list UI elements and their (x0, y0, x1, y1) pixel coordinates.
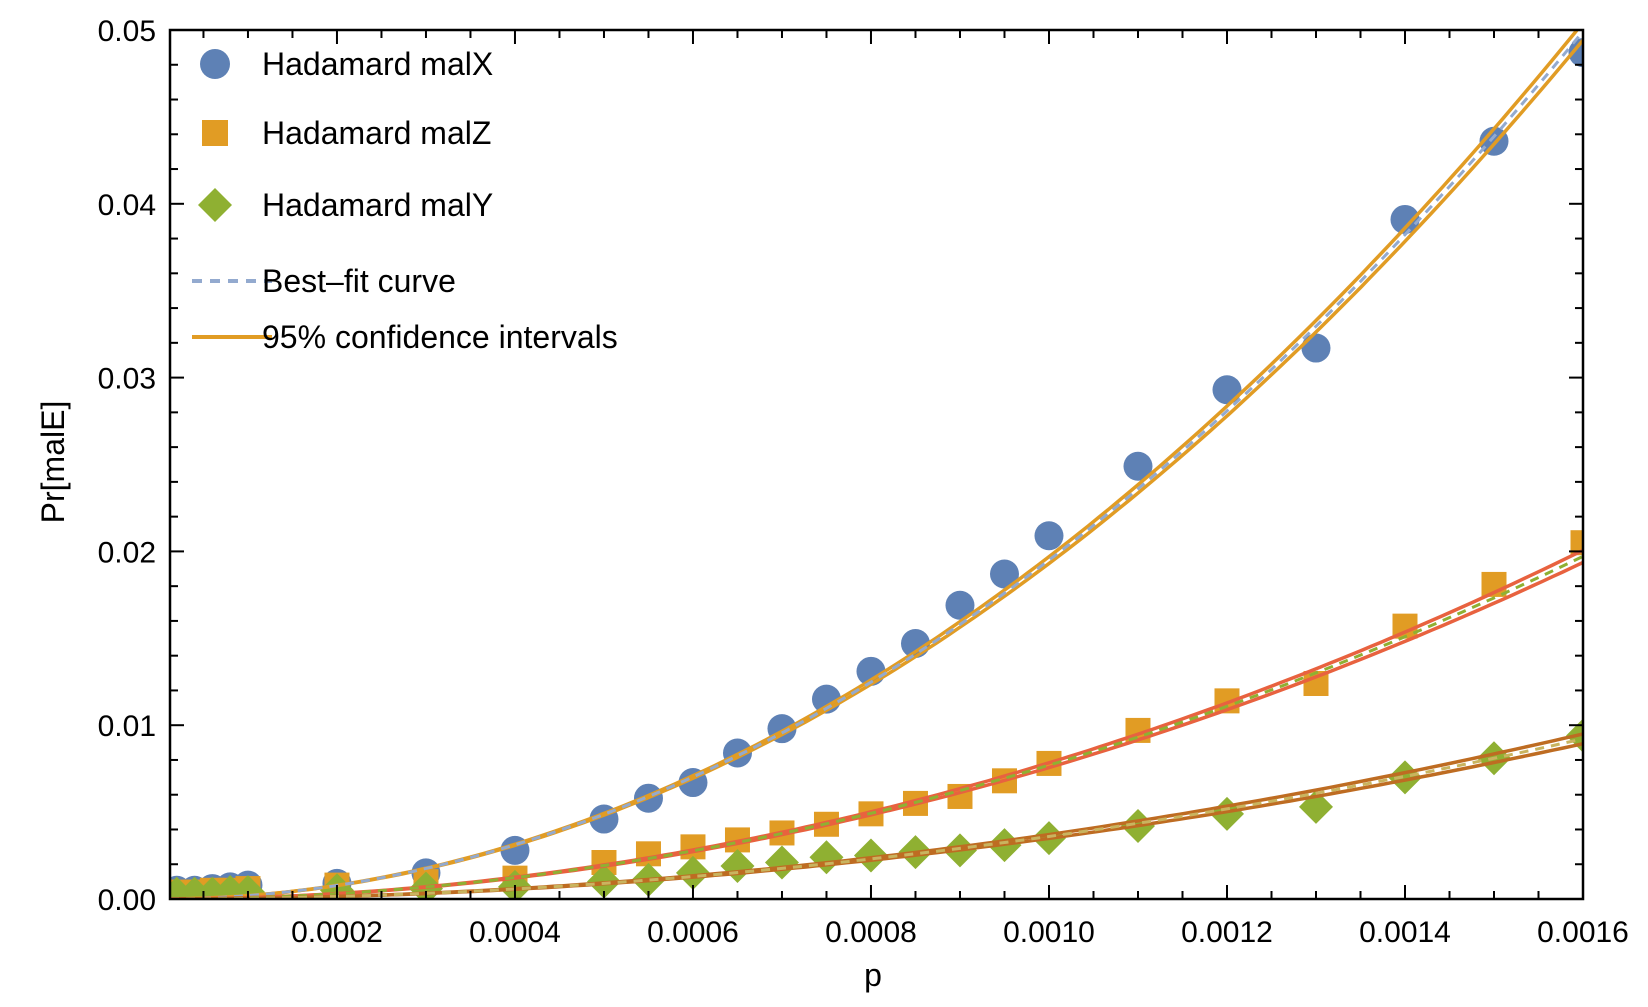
legend-item-95-confidence-intervals: 95% confidence intervals (192, 319, 618, 355)
confidence-interval-lower-curve (170, 38, 1583, 899)
plot-frame (168, 28, 1585, 901)
legend: Hadamard malX Hadamard malZ Hadamard malY B… (192, 46, 618, 355)
data-point (853, 838, 888, 873)
y-tick-label: 0.01 (98, 710, 156, 743)
data-point (497, 869, 532, 899)
y-axis-label: Pr[malE] (35, 401, 71, 524)
x-tick-label: 0.0014 (1359, 916, 1451, 949)
legend-label: 95% confidence intervals (262, 319, 618, 355)
y-tick-label: 0.04 (98, 189, 156, 222)
y-tick-label: 0.03 (98, 363, 156, 396)
legend-item-hadamard-maly: Hadamard malY (198, 187, 493, 223)
y-tick-label: 0.02 (98, 536, 156, 569)
data-point (989, 559, 1019, 589)
x-tick-label: 0.0016 (1537, 916, 1629, 949)
data-point (1570, 530, 1583, 556)
x-tick-label: 0.0010 (1003, 916, 1095, 949)
series-hadamard-malx (170, 38, 1583, 899)
data-point (230, 875, 265, 899)
legend-label: Hadamard malY (262, 187, 493, 223)
x-tick-label: 0.0002 (291, 916, 383, 949)
data-point (675, 855, 710, 890)
legend-circle-swatch (200, 49, 230, 79)
legend-item-best-fit-curve: Best–fit curve (192, 263, 456, 299)
fit-curves-layer (170, 30, 1583, 899)
legend-item-hadamard-malz: Hadamard malZ (202, 115, 491, 151)
best-fit-curve (170, 30, 1583, 899)
ticks (170, 29, 1584, 900)
x-tick-label: 0.0004 (469, 916, 561, 949)
fit-band-hadamard-malx (170, 30, 1583, 899)
y-tick-label: 0.00 (98, 884, 156, 917)
y-tick-label: 0.05 (98, 15, 156, 48)
x-tick-label: 0.0006 (647, 916, 739, 949)
x-tick-label: 0.0012 (1181, 916, 1273, 949)
data-point (1390, 204, 1420, 234)
legend-diamond-swatch (198, 188, 232, 222)
legend-label: Hadamard malX (262, 46, 493, 82)
best-fit-curve (170, 555, 1583, 899)
data-point (809, 840, 844, 875)
best-fit-curve (170, 737, 1583, 899)
fit-band-hadamard-malz (170, 548, 1583, 899)
data-point (1387, 760, 1422, 795)
data-point (945, 590, 975, 620)
data-point (1034, 521, 1064, 551)
legend-square-swatch (202, 120, 228, 146)
x-tick-label: 0.0008 (825, 916, 917, 949)
data-point (1123, 451, 1153, 481)
legend-label: Best–fit curve (262, 263, 456, 299)
legend-item-hadamard-malx: Hadamard malX (200, 46, 493, 82)
data-point (635, 841, 661, 867)
legend-label: Hadamard malZ (262, 115, 491, 151)
x-axis-label: p (864, 957, 882, 993)
confidence-interval-upper-curve (170, 548, 1583, 899)
axes-layer: 0.0002 0.0004 0.0006 0.0008 0.0010 0.0012 0.00… (98, 15, 1629, 949)
data-point (764, 845, 799, 880)
fit-band-hadamard-maly (170, 732, 1583, 899)
data-point (720, 848, 755, 883)
confidence-interval-upper-curve (170, 30, 1580, 899)
